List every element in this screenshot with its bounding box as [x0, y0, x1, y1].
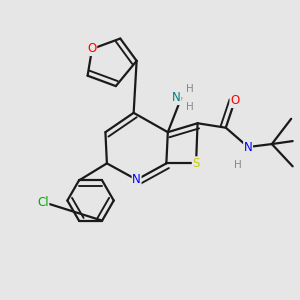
Text: O: O — [230, 94, 239, 107]
Text: H: H — [186, 102, 194, 112]
Text: S: S — [192, 157, 200, 170]
Text: H: H — [234, 160, 242, 170]
Text: Cl: Cl — [37, 196, 49, 208]
Text: H: H — [186, 84, 194, 94]
Text: N: N — [244, 140, 253, 154]
Text: N: N — [172, 92, 181, 104]
Text: O: O — [87, 42, 97, 56]
Text: N: N — [132, 173, 141, 186]
